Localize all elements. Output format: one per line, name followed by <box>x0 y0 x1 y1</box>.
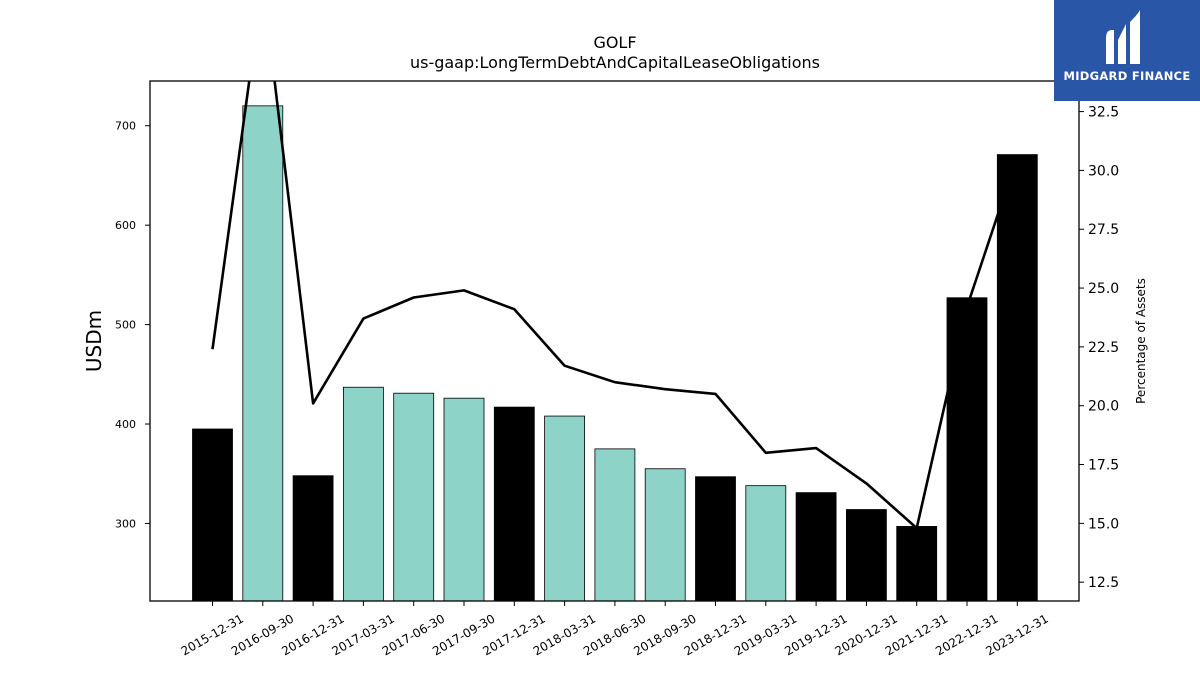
brand-name: MIDGARD FINANCE <box>1063 69 1191 83</box>
bar-2017-09-30 <box>443 397 485 602</box>
y2-tick-label: 32.5 <box>1088 105 1119 121</box>
y2-tick-label: 15.0 <box>1088 516 1119 532</box>
chart-subtitle: us-gaap:LongTermDebtAndCapitalLeaseOblig… <box>410 53 820 72</box>
line-series <box>211 81 1019 530</box>
bar-2019-03-31 <box>745 485 787 602</box>
bar-series <box>192 105 1038 602</box>
midgard-m-icon <box>1106 10 1140 64</box>
y2-tick-label: 22.5 <box>1088 340 1119 356</box>
x-axis: 2015-12-312016-09-302016-12-312017-03-31… <box>179 601 1051 658</box>
y-axis-label: USDm <box>82 310 106 372</box>
chart-title: GOLF <box>593 33 636 52</box>
bar-2018-12-31 <box>695 476 736 602</box>
bar-2018-03-31 <box>544 415 585 602</box>
y-tick-label: 400 <box>115 418 136 431</box>
y2-tick-label: 20.0 <box>1088 399 1119 415</box>
y-axis-left: 300 400 500 600 700 <box>115 120 150 530</box>
bar-2018-09-30 <box>644 468 686 602</box>
bar-2021-12-31 <box>896 526 938 602</box>
y2-axis-label: Percentage of Assets <box>1134 278 1148 404</box>
y-axis-right: 12.5 15.0 17.5 20.0 22.5 25.0 27.5 30.0 32.5 <box>1079 105 1119 591</box>
y2-tick-label: 25.0 <box>1088 281 1119 297</box>
y-tick-label: 300 <box>115 517 136 530</box>
brand-logo: MIDGARD FINANCE <box>1054 0 1200 101</box>
bar-2019-12-31 <box>795 492 837 602</box>
y-tick-label: 700 <box>115 120 136 133</box>
bar-2022-12-31 <box>946 297 988 602</box>
bar-2017-03-31 <box>342 386 384 602</box>
y2-tick-label: 12.5 <box>1088 575 1119 591</box>
bar-2023-12-31 <box>996 154 1038 602</box>
bar-2016-12-31 <box>292 475 334 602</box>
bar-2017-06-30 <box>393 392 435 602</box>
y2-tick-label: 27.5 <box>1088 222 1119 238</box>
bar-2016-09-30 <box>242 105 284 602</box>
percentage-line <box>211 81 1019 530</box>
y2-tick-label: 17.5 <box>1088 458 1119 474</box>
y-tick-label: 500 <box>115 319 136 332</box>
bar-2018-06-30 <box>594 448 636 602</box>
y2-tick-label: 30.0 <box>1088 163 1119 179</box>
bar-2015-12-31 <box>192 428 233 602</box>
y-tick-label: 600 <box>115 219 136 232</box>
bar-2017-12-31 <box>493 406 535 602</box>
bar-2020-12-31 <box>846 509 887 602</box>
